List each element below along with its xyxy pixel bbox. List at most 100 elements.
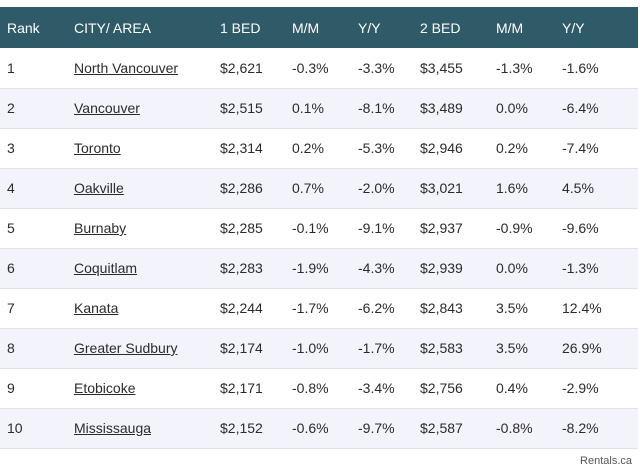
- two-bed-mm-cell: 1.6%: [496, 180, 528, 196]
- rank-cell: 6: [7, 260, 15, 276]
- two-bed-rent-cell: $2,937: [420, 220, 463, 236]
- rent-ranking-table: Rank CITY/ AREA 1 BED M/M Y/Y 2 BED M/M …: [0, 7, 638, 449]
- two-bed-rent-cell: $3,489: [420, 100, 463, 116]
- two-bed-mm-cell: 0.0%: [496, 100, 528, 116]
- city-link[interactable]: Kanata: [74, 300, 119, 316]
- table-header-row: Rank CITY/ AREA 1 BED M/M Y/Y 2 BED M/M …: [0, 7, 638, 48]
- city-link[interactable]: Oakville: [74, 180, 124, 196]
- rank-cell: 5: [7, 220, 15, 236]
- header-rank: Rank: [7, 19, 40, 36]
- one-bed-yy-cell: -2.0%: [358, 180, 395, 196]
- city-cell: Mississauga: [67, 408, 213, 448]
- one-bed-yy-cell: -9.7%: [358, 420, 395, 436]
- city-cell: Vancouver: [67, 88, 213, 128]
- two-bed-mm-cell: 0.4%: [496, 380, 528, 396]
- city-cell: Coquitlam: [67, 248, 213, 288]
- city-link[interactable]: Etobicoke: [74, 380, 136, 396]
- city-cell: North Vancouver: [67, 48, 213, 88]
- one-bed-yy-cell: -4.3%: [358, 260, 395, 276]
- table-row: 9 Etobicoke $2,171 -0.8% -3.4% $2,756 0.…: [0, 368, 638, 408]
- one-bed-mm-cell: -1.0%: [292, 340, 329, 356]
- two-bed-rent-cell: $2,756: [420, 380, 463, 396]
- one-bed-yy-cell: -6.2%: [358, 300, 395, 316]
- two-bed-rent-cell: $2,939: [420, 260, 463, 276]
- header-2-bed-yy: Y/Y: [562, 19, 585, 36]
- one-bed-yy-cell: -9.1%: [358, 220, 395, 236]
- two-bed-yy-cell: 4.5%: [562, 180, 594, 196]
- two-bed-rent-cell: $2,843: [420, 300, 463, 316]
- city-cell: Burnaby: [67, 208, 213, 248]
- two-bed-yy-cell: -6.4%: [562, 100, 599, 116]
- two-bed-rent-cell: $3,455: [420, 59, 463, 76]
- city-cell: Oakville: [67, 168, 213, 208]
- two-bed-rent-cell: $2,587: [420, 420, 463, 436]
- one-bed-yy-cell: -8.1%: [358, 100, 395, 116]
- rank-cell: 7: [7, 300, 15, 316]
- two-bed-yy-cell: 12.4%: [562, 300, 602, 316]
- one-bed-rent-cell: $2,285: [220, 220, 263, 236]
- table-row: 4 Oakville $2,286 0.7% -2.0% $3,021 1.6%…: [0, 168, 638, 208]
- two-bed-yy-cell: 26.9%: [562, 340, 602, 356]
- one-bed-mm-cell: -1.9%: [292, 260, 329, 276]
- header-2-bed-mm: M/M: [496, 19, 524, 36]
- city-link[interactable]: Vancouver: [74, 100, 140, 116]
- rank-cell: 4: [7, 180, 15, 196]
- one-bed-yy-cell: -3.4%: [358, 380, 395, 396]
- table-row: 7 Kanata $2,244 -1.7% -6.2% $2,843 3.5% …: [0, 288, 638, 328]
- rank-cell: 2: [7, 100, 15, 116]
- table-row: 2 Vancouver $2,515 0.1% -8.1% $3,489 0.0…: [0, 88, 638, 128]
- one-bed-mm-cell: -1.7%: [292, 300, 329, 316]
- header-1-bed: 1 BED: [220, 19, 261, 36]
- header-city-area: CITY/ AREA: [74, 19, 152, 36]
- table-row: 10 Mississauga $2,152 -0.6% -9.7% $2,587…: [0, 408, 638, 448]
- table-row: 1 North Vancouver $2,621 -0.3% -3.3% $3,…: [0, 48, 638, 88]
- one-bed-mm-cell: -0.6%: [292, 420, 329, 436]
- header-1-bed-mm: M/M: [292, 19, 320, 36]
- one-bed-rent-cell: $2,515: [220, 100, 263, 116]
- city-link[interactable]: Mississauga: [74, 420, 152, 436]
- city-link[interactable]: Toronto: [74, 140, 121, 156]
- two-bed-yy-cell: -7.4%: [562, 140, 599, 156]
- city-cell: Toronto: [67, 128, 213, 168]
- one-bed-rent-cell: $2,171: [220, 380, 263, 396]
- two-bed-yy-cell: -8.2%: [562, 420, 599, 436]
- two-bed-mm-cell: 0.0%: [496, 260, 528, 276]
- rank-cell: 10: [7, 420, 23, 436]
- one-bed-rent-cell: $2,314: [220, 140, 263, 156]
- one-bed-yy-cell: -5.3%: [358, 140, 395, 156]
- city-cell: Kanata: [67, 288, 213, 328]
- city-cell: Etobicoke: [67, 368, 213, 408]
- two-bed-mm-cell: 3.5%: [496, 300, 528, 316]
- one-bed-rent-cell: $2,152: [220, 420, 263, 436]
- two-bed-mm-cell: -0.9%: [496, 220, 533, 236]
- table-row: 6 Coquitlam $2,283 -1.9% -4.3% $2,939 0.…: [0, 248, 638, 288]
- one-bed-rent-cell: $2,286: [220, 180, 263, 196]
- one-bed-rent-cell: $2,244: [220, 300, 263, 316]
- rank-cell: 8: [7, 340, 15, 356]
- rank-cell: 9: [7, 380, 15, 396]
- one-bed-mm-cell: -0.8%: [292, 380, 329, 396]
- two-bed-rent-cell: $2,946: [420, 140, 463, 156]
- rank-cell: 1: [7, 59, 15, 76]
- city-link[interactable]: North Vancouver: [74, 59, 179, 76]
- two-bed-mm-cell: 0.2%: [496, 140, 528, 156]
- header-2-bed: 2 BED: [420, 19, 461, 36]
- two-bed-mm-cell: -0.8%: [496, 420, 533, 436]
- one-bed-yy-cell: -3.3%: [358, 59, 395, 76]
- two-bed-rent-cell: $2,583: [420, 340, 463, 356]
- city-link[interactable]: Greater Sudbury: [74, 340, 178, 356]
- rent-ranking-table-container: Rank CITY/ AREA 1 BED M/M Y/Y 2 BED M/M …: [0, 7, 638, 449]
- one-bed-mm-cell: 0.7%: [292, 180, 324, 196]
- two-bed-yy-cell: -9.6%: [562, 220, 599, 236]
- table-row: 8 Greater Sudbury $2,174 -1.0% -1.7% $2,…: [0, 328, 638, 368]
- header-1-bed-yy: Y/Y: [358, 19, 381, 36]
- city-cell: Greater Sudbury: [67, 328, 213, 368]
- two-bed-rent-cell: $3,021: [420, 180, 463, 196]
- city-link[interactable]: Burnaby: [74, 220, 127, 236]
- one-bed-yy-cell: -1.7%: [358, 340, 395, 356]
- city-link[interactable]: Coquitlam: [74, 260, 138, 276]
- one-bed-rent-cell: $2,283: [220, 260, 263, 276]
- one-bed-rent-cell: $2,174: [220, 340, 263, 356]
- source-credit: Rentals.ca: [580, 455, 632, 467]
- rank-cell: 3: [7, 140, 15, 156]
